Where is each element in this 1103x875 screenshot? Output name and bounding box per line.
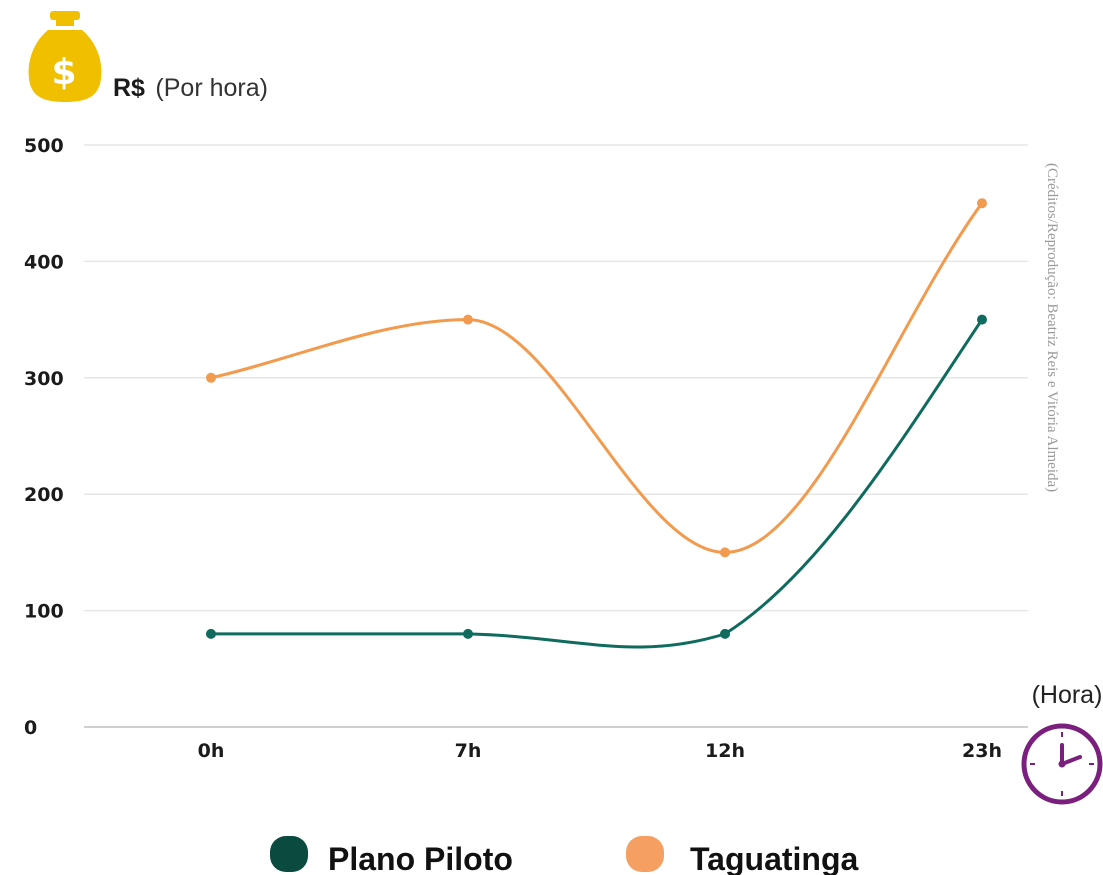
series-lines xyxy=(206,198,987,649)
legend-label: Plano Piloto xyxy=(328,841,513,875)
data-point xyxy=(206,372,216,383)
x-tick-label: 12h xyxy=(705,740,745,762)
data-point xyxy=(977,314,987,325)
data-point xyxy=(206,628,216,639)
legend: Plano Piloto Taguatinga xyxy=(270,836,859,875)
x-tick-labels: 0h 7h 12h 23h xyxy=(198,740,1002,762)
x-axis-label: (Hora) xyxy=(1032,681,1103,709)
x-tick-label: 0h xyxy=(198,740,225,762)
money-bag-icon: $ xyxy=(28,11,102,102)
credit-text: (Créditos/Reprodução: Beatriz Reis e Vit… xyxy=(1044,163,1060,492)
y-tick-label: 0 xyxy=(24,717,37,739)
y-tick-label: 100 xyxy=(24,601,64,623)
series-line-taguatinga xyxy=(209,201,984,554)
y-axis-label: R$ (Por hora) xyxy=(113,74,268,102)
data-point xyxy=(977,198,987,209)
x-tick-label: 23h xyxy=(962,740,1002,762)
svg-text:$: $ xyxy=(51,52,76,93)
data-point xyxy=(463,628,473,639)
data-point xyxy=(720,628,730,639)
series-line-plano-piloto xyxy=(209,318,984,649)
data-point xyxy=(463,314,473,325)
y-axis-label-suffix: (Por hora) xyxy=(155,74,268,102)
legend-swatch xyxy=(270,836,308,872)
y-tick-labels: 0 100 200 300 400 500 xyxy=(24,135,64,739)
y-tick-label: 400 xyxy=(24,251,64,273)
y-tick-label: 300 xyxy=(24,368,64,390)
clock-icon xyxy=(1021,723,1103,805)
grid-lines xyxy=(84,144,1028,728)
x-tick-label: 7h xyxy=(455,740,482,762)
y-tick-label: 200 xyxy=(24,484,64,506)
legend-swatch xyxy=(626,836,664,872)
data-point xyxy=(720,547,730,558)
legend-label: Taguatinga xyxy=(690,841,859,875)
y-axis-label-prefix: R$ xyxy=(113,74,145,102)
y-tick-label: 500 xyxy=(24,135,64,157)
